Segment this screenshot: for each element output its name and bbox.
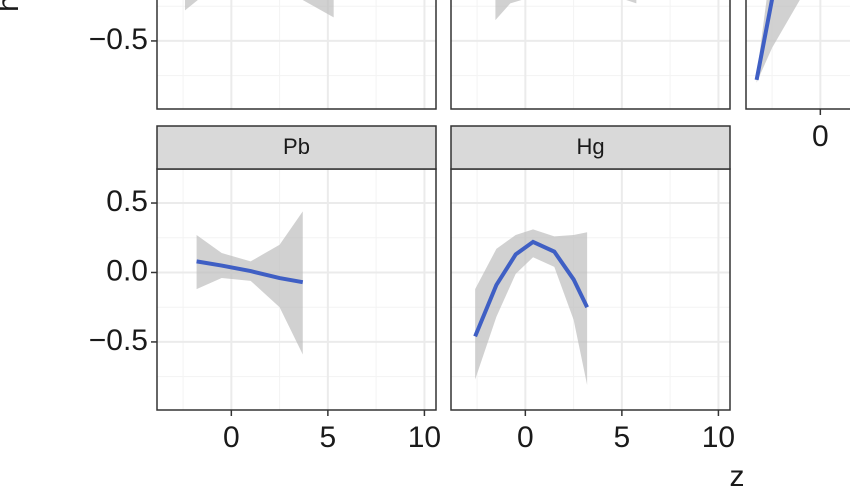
fit-line xyxy=(754,0,774,81)
y-axis-title: h(z) xyxy=(0,0,25,12)
panel-border xyxy=(450,0,731,110)
panel-border xyxy=(156,0,437,110)
confidence-band xyxy=(495,0,637,21)
y-tick-label: 0.5 xyxy=(106,185,148,218)
x-axis-title: z xyxy=(730,460,745,493)
x-tick-label: 10 xyxy=(702,421,735,454)
x-tick-label: 5 xyxy=(320,421,337,454)
panel xyxy=(157,0,436,109)
panel xyxy=(451,0,730,109)
y-tick-label: −0.5 xyxy=(89,23,148,56)
x-tick-label: 0 xyxy=(517,421,534,454)
y-tick-label: 0.0 xyxy=(106,254,148,287)
strip-label: Pb xyxy=(283,134,310,159)
strip xyxy=(450,125,731,170)
x-tick-label: 0 xyxy=(223,421,240,454)
x-tick-label: 10 xyxy=(408,421,441,454)
confidence-band xyxy=(184,0,334,18)
strip-label: Hg xyxy=(576,134,604,159)
fit-line xyxy=(473,239,589,338)
x-tick-label: 0 xyxy=(812,120,829,153)
fit-line xyxy=(196,259,304,285)
x-tick-label: 5 xyxy=(614,421,631,454)
strip xyxy=(156,125,437,170)
y-tick-label: −0.5 xyxy=(89,324,148,357)
confidence-band xyxy=(196,211,303,355)
confidence-band xyxy=(475,229,588,385)
